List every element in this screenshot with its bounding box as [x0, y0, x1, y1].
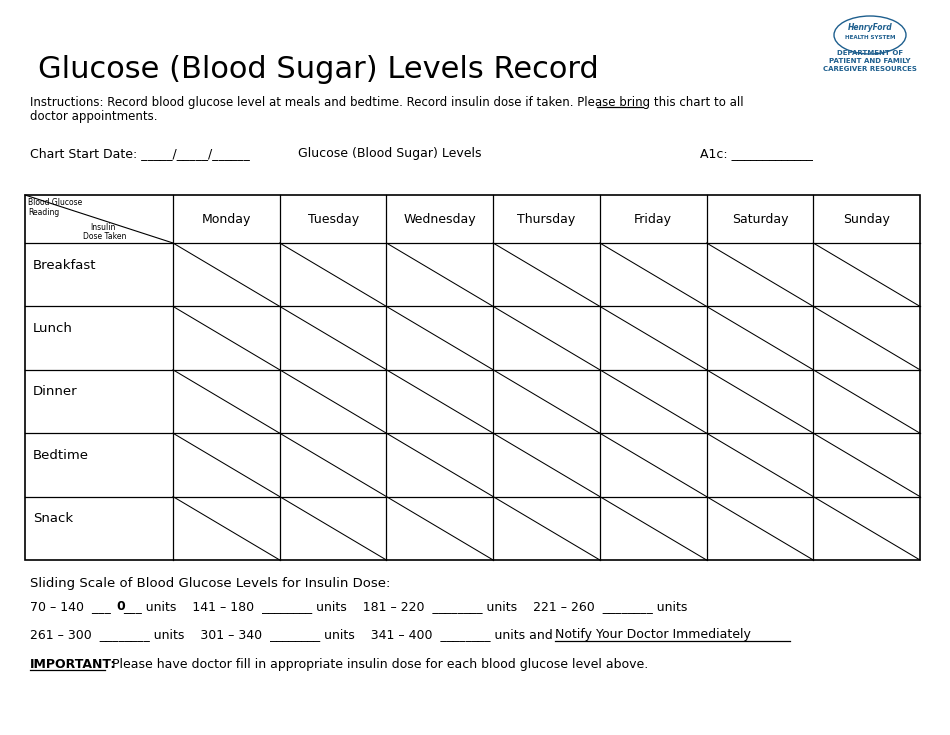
Text: Glucose (Blood Sugar) Levels Record: Glucose (Blood Sugar) Levels Record — [38, 55, 598, 84]
Text: PATIENT AND FAMILY: PATIENT AND FAMILY — [829, 58, 911, 64]
Text: 70 – 140  ___: 70 – 140 ___ — [30, 600, 111, 613]
Text: Tuesday: Tuesday — [308, 212, 359, 226]
Text: ___ units    141 – 180  ________ units    181 – 220  ________ units    221 – 260: ___ units 141 – 180 ________ units 181 –… — [123, 600, 688, 613]
Text: CAREGIVER RESOURCES: CAREGIVER RESOURCES — [823, 66, 917, 72]
Text: Lunch: Lunch — [33, 322, 73, 335]
Text: 261 – 300  ________ units    301 – 340  ________ units    341 – 400  ________ un: 261 – 300 ________ units 301 – 340 _____… — [30, 628, 557, 641]
Text: HEALTH SYSTEM: HEALTH SYSTEM — [845, 35, 895, 40]
Text: Bedtime: Bedtime — [33, 449, 89, 462]
Text: Wednesday: Wednesday — [404, 212, 476, 226]
Text: Snack: Snack — [33, 512, 73, 526]
Text: Friday: Friday — [635, 212, 673, 226]
Text: HenryFord: HenryFord — [847, 23, 892, 32]
Text: Insulin: Insulin — [90, 223, 115, 232]
Bar — [25, 195, 920, 560]
Text: Sliding Scale of Blood Glucose Levels for Insulin Dose:: Sliding Scale of Blood Glucose Levels fo… — [30, 577, 390, 590]
Text: Monday: Monday — [201, 212, 251, 226]
Text: doctor appointments.: doctor appointments. — [30, 110, 158, 123]
Text: Dinner: Dinner — [33, 385, 78, 398]
Text: Dose Taken: Dose Taken — [83, 232, 126, 241]
Text: DEPARTMENT OF: DEPARTMENT OF — [837, 50, 903, 56]
Text: Thursday: Thursday — [518, 212, 576, 226]
Text: Reading: Reading — [28, 208, 59, 217]
Text: 0: 0 — [116, 600, 124, 613]
Text: Saturday: Saturday — [732, 212, 788, 226]
Text: IMPORTANT:: IMPORTANT: — [30, 658, 116, 671]
Text: Blood Glucose: Blood Glucose — [28, 198, 83, 207]
Text: Chart Start Date: _____/_____/______: Chart Start Date: _____/_____/______ — [30, 147, 250, 160]
Text: Please have doctor fill in appropriate insulin dose for each blood glucose level: Please have doctor fill in appropriate i… — [108, 658, 648, 671]
Text: A1c: _____________: A1c: _____________ — [700, 147, 813, 160]
Text: Sunday: Sunday — [844, 212, 890, 226]
Text: Instructions: Record blood glucose level at meals and bedtime. Record insulin do: Instructions: Record blood glucose level… — [30, 96, 744, 109]
Text: Breakfast: Breakfast — [33, 259, 97, 272]
Text: Glucose (Blood Sugar) Levels: Glucose (Blood Sugar) Levels — [298, 147, 482, 160]
Text: Notify Your Doctor Immediately: Notify Your Doctor Immediately — [555, 628, 750, 641]
